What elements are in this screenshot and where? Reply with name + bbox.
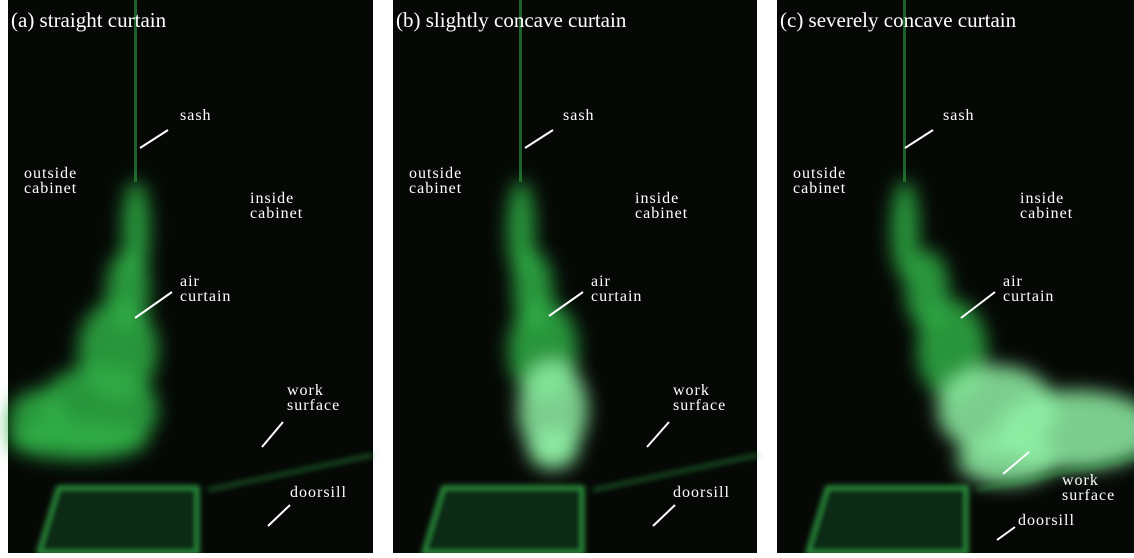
panel-photo [777,0,1134,553]
annotation: surface [673,397,726,414]
annotation: cabinet [409,180,462,197]
panel: (c) severely concave curtainsashoutsidec… [777,0,1134,553]
doorsill-box [38,487,198,553]
annotation: sash [180,107,212,124]
panel-title: (c) severely concave curtain [780,8,1017,32]
panel: (a) straight curtainsashoutsidecabinetin… [8,0,373,553]
annotation: doorsill [290,484,347,501]
annotation: cabinet [250,205,303,222]
annotation: surface [1062,487,1115,504]
plume-blob [8,390,68,450]
panel-title: (a) straight curtain [11,8,167,32]
annotation: sash [943,107,975,124]
annotation: doorsill [1018,512,1075,529]
panel: (b) slightly concave curtainsashoutsidec… [393,0,758,553]
panel-title: (b) slightly concave curtain [396,8,627,32]
figure: (a) straight curtainsashoutsidecabinetin… [0,0,1134,553]
doorsill-box [807,487,967,553]
doorsill-box [423,487,583,553]
annotation: doorsill [673,484,730,501]
annotation: cabinet [635,205,688,222]
annotation: cabinet [1020,205,1073,222]
annotation: surface [287,397,340,414]
panel-photo [393,0,757,553]
annotation: curtain [1003,288,1054,305]
plume-blob [528,430,578,470]
annotation: cabinet [793,180,846,197]
annotation: sash [563,107,595,124]
annotation: curtain [591,288,642,305]
annotation: cabinet [24,180,77,197]
plume-blob [957,435,1057,485]
annotation: curtain [180,288,231,305]
